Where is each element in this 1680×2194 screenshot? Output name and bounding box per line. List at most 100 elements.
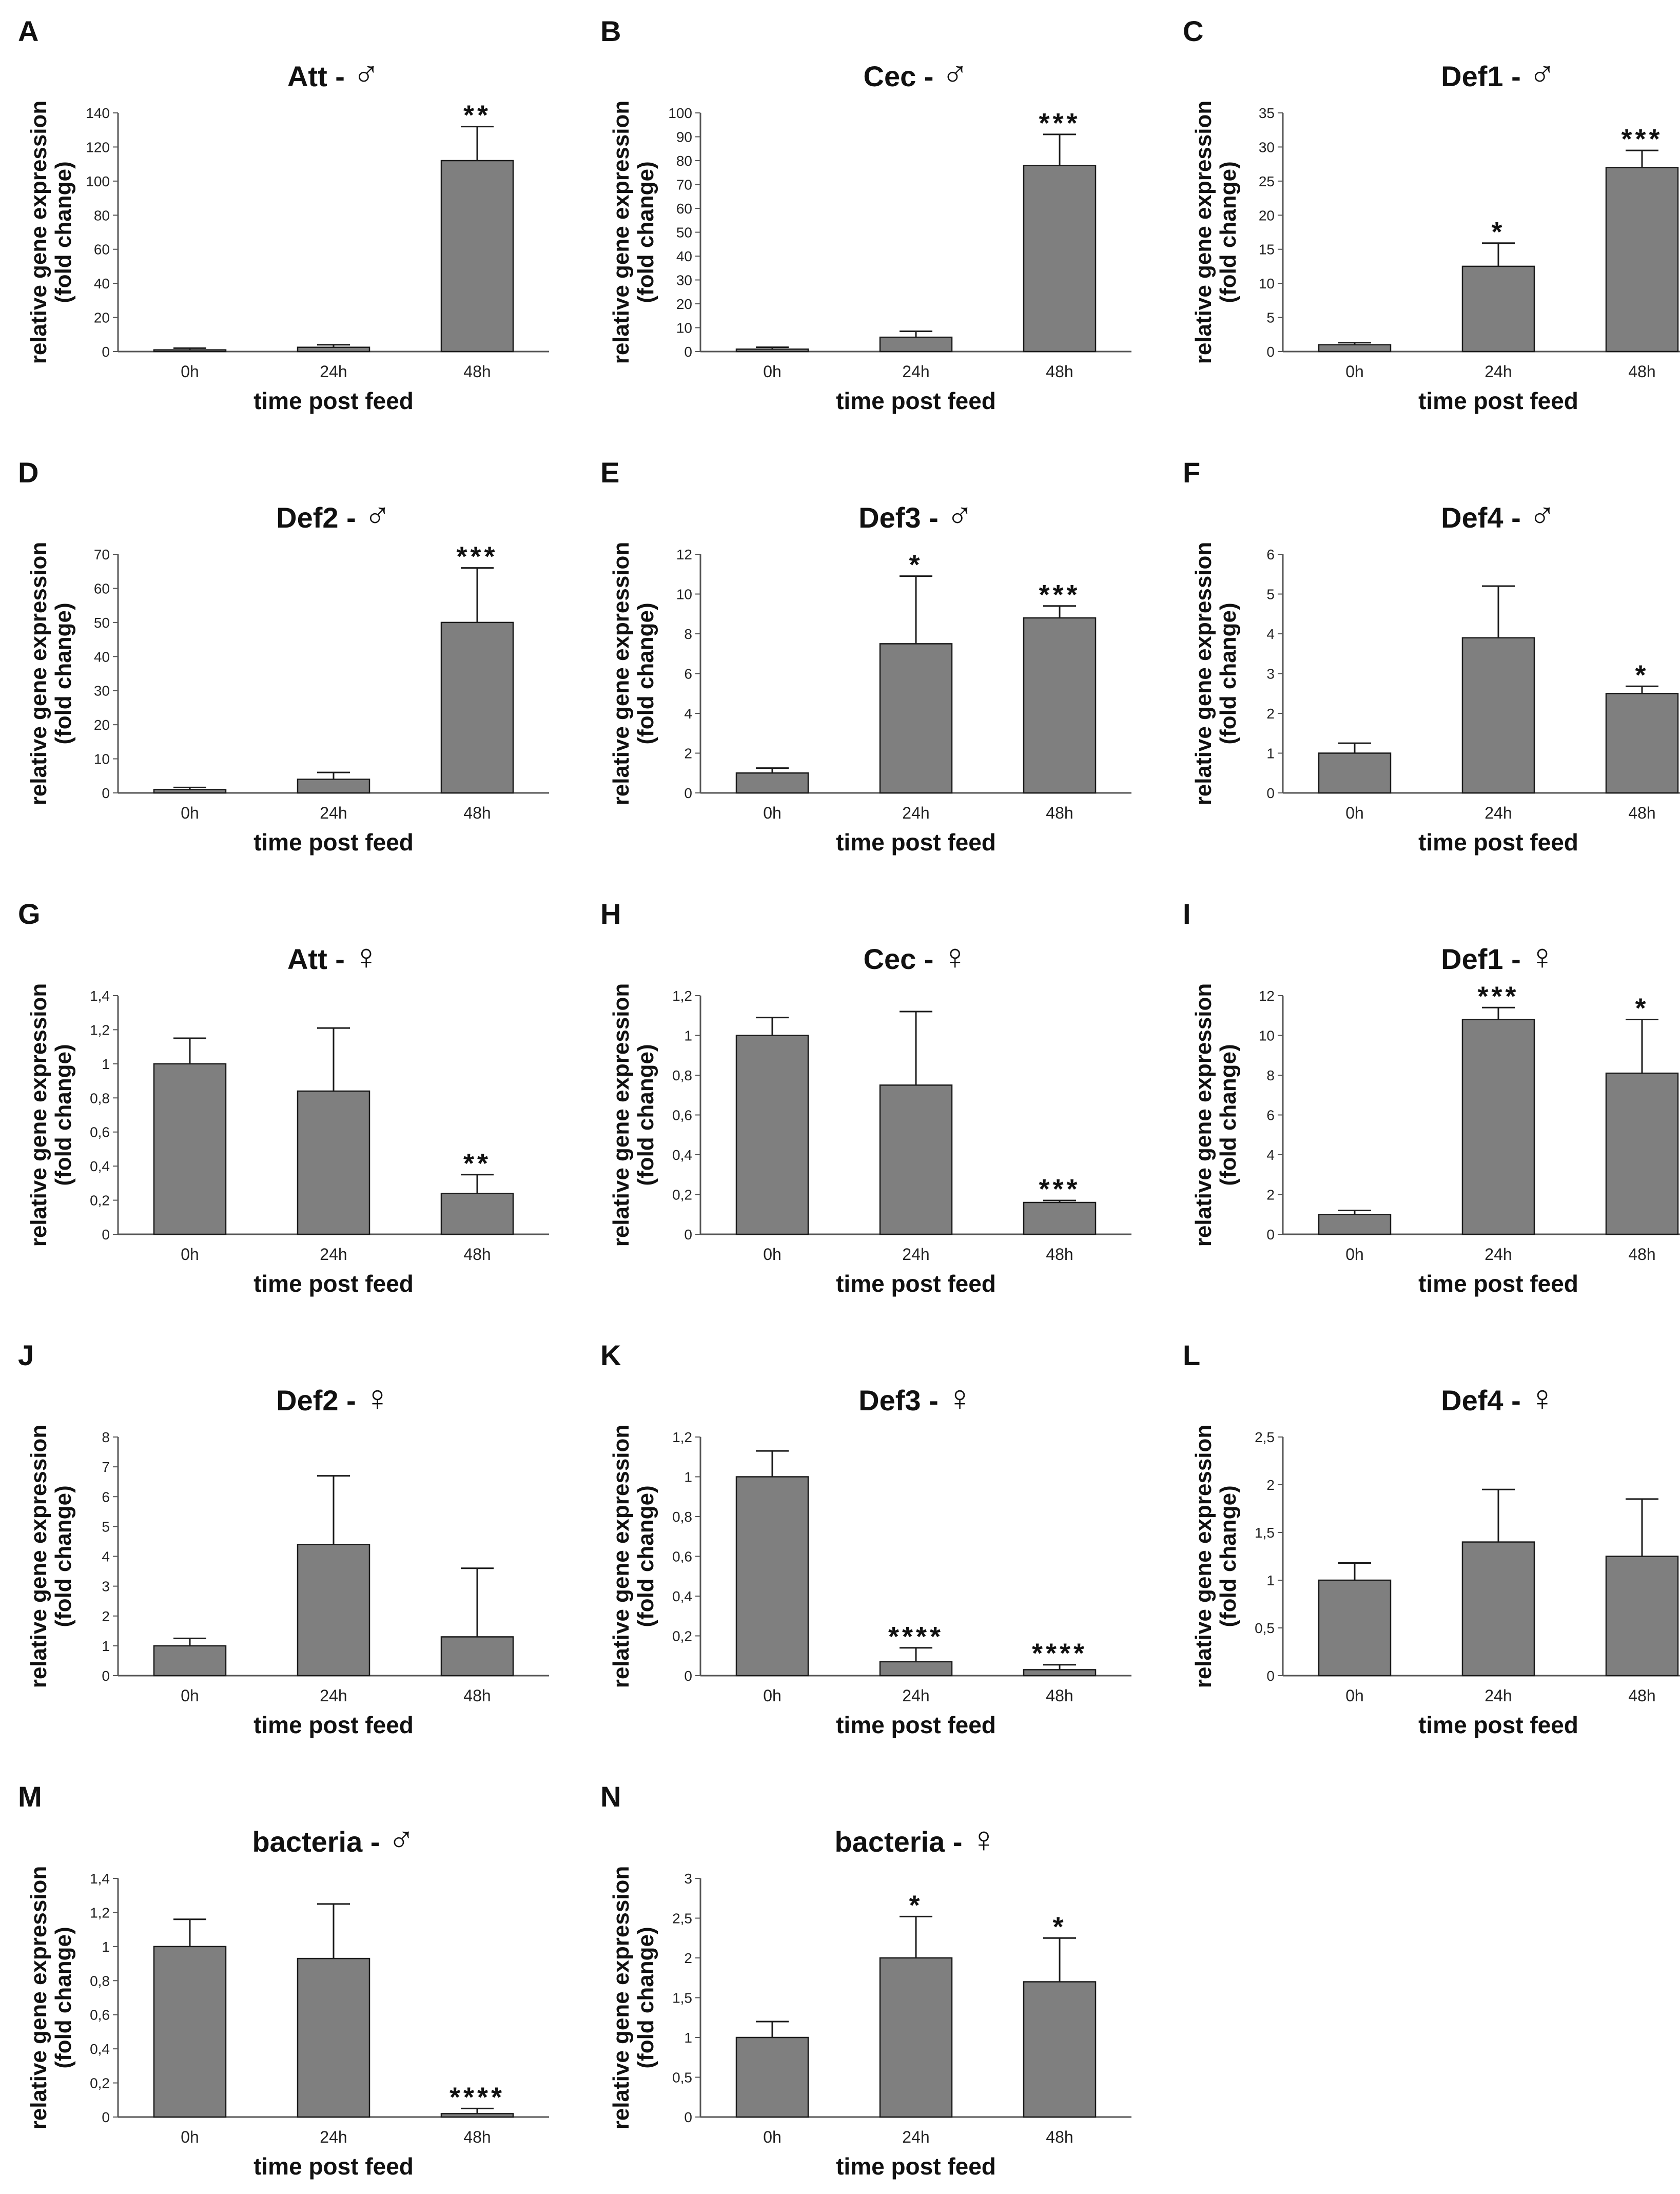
- y-tick-label: 100: [86, 173, 110, 189]
- y-axis-label-line1: relative gene expression: [1191, 542, 1216, 806]
- bar-0h: [1318, 344, 1392, 353]
- bar-48h: [440, 160, 514, 353]
- bar-24h: [297, 346, 370, 353]
- y-tick-label: 10: [94, 751, 110, 767]
- chart-title: Att - ♀: [287, 937, 380, 977]
- chart-title-separator: -: [339, 1384, 364, 1416]
- x-tick-label: 0h: [181, 1686, 199, 1705]
- bar-0h: [735, 772, 809, 794]
- y-tick-label: 0,5: [1255, 1620, 1275, 1636]
- bar-24h: [297, 1544, 370, 1677]
- chart-title: Def1 - ♂: [1441, 54, 1556, 94]
- y-tick-label: 60: [94, 242, 110, 258]
- y-axis-label: relative gene expression (fold change): [26, 983, 76, 1247]
- x-tick-label: 48h: [1046, 1686, 1073, 1705]
- x-tick-label: 48h: [1046, 2128, 1073, 2146]
- panel-letter: G: [18, 898, 41, 930]
- x-axis-label: time post feed: [253, 1270, 414, 1297]
- bar-48h: [1605, 167, 1679, 353]
- y-tick-label: 0,8: [90, 1090, 110, 1106]
- significance-stars: ***: [1621, 124, 1663, 154]
- y-axis-label: relative gene expression (fold change): [26, 101, 76, 364]
- chart-title: Def4 - ♂: [1441, 495, 1556, 535]
- bar-0h: [1318, 1214, 1392, 1235]
- y-tick-label: 5: [1266, 587, 1275, 603]
- y-tick-label: 2: [102, 1608, 110, 1624]
- y-axis-label: relative gene expression (fold change): [1191, 101, 1241, 364]
- y-tick-label: 0: [684, 344, 692, 360]
- significance-stars: *: [1491, 217, 1505, 247]
- y-tick-label: 70: [94, 547, 110, 562]
- panel-letter: J: [18, 1339, 34, 1371]
- y-tick-label: 1,2: [90, 1022, 110, 1038]
- y-tick-label: 10: [1259, 1028, 1275, 1044]
- panel-c: C Def1 - ♂ relative gene expression (fold c…: [1183, 15, 1680, 414]
- panel-a: A Att - ♂ relative gene expression (fold ch…: [18, 15, 549, 414]
- chart-title: Cec - ♂: [864, 54, 969, 94]
- y-axis-label-line2: (fold change): [51, 1485, 76, 1627]
- y-tick-label: 0: [102, 1668, 110, 1684]
- x-tick-label: 24h: [902, 1245, 929, 1264]
- y-axis-label: relative gene expression (fold change): [1191, 542, 1241, 806]
- y-tick-label: 1,5: [672, 1990, 692, 2006]
- y-tick-label: 0: [1266, 1227, 1275, 1242]
- x-axis-label: time post feed: [1418, 1270, 1578, 1297]
- bar-48h: [440, 622, 514, 794]
- y-tick-label: 50: [94, 615, 110, 631]
- significance-stars: ****: [450, 2082, 505, 2112]
- significance-stars: ****: [888, 1621, 944, 1652]
- female-symbol-icon: ♀: [946, 1378, 973, 1418]
- significance-stars: ****: [1032, 1638, 1087, 1669]
- panel-letter: K: [600, 1339, 621, 1371]
- y-tick-label: 0,4: [672, 1588, 692, 1604]
- male-symbol-icon: ♂: [1529, 495, 1556, 535]
- chart-title-gene: Att: [287, 943, 327, 975]
- y-tick-label: 2,5: [672, 1911, 692, 1927]
- y-axis-label: relative gene expression (fold change): [609, 542, 658, 806]
- y-tick-label: 70: [676, 177, 692, 193]
- y-tick-label: 120: [86, 139, 110, 155]
- x-tick-label: 48h: [1628, 1245, 1655, 1264]
- x-axis-label: time post feed: [836, 1270, 996, 1297]
- y-tick-label: 0,8: [90, 1973, 110, 1989]
- bar-48h: [440, 1636, 514, 1677]
- x-tick-label: 0h: [763, 1245, 782, 1264]
- chart-title-separator: -: [339, 501, 364, 534]
- y-tick-label: 1,4: [90, 1871, 110, 1887]
- y-tick-label: 80: [676, 153, 692, 169]
- bar-0h: [153, 789, 227, 794]
- panel-g: G Att - ♀ relative gene expression (fold ch…: [18, 898, 549, 1297]
- y-tick-label: 0,6: [90, 2007, 110, 2023]
- y-tick-label: 1,2: [672, 1429, 692, 1445]
- bar-24h: [297, 1957, 370, 2118]
- y-tick-label: 4: [102, 1549, 110, 1565]
- male-symbol-icon: ♂: [942, 54, 969, 94]
- x-tick-label: 0h: [1345, 362, 1364, 381]
- x-axis-label: time post feed: [836, 829, 996, 856]
- male-symbol-icon: ♂: [388, 1819, 415, 1859]
- chart-title-separator: -: [916, 60, 942, 92]
- y-tick-label: 1: [1266, 1572, 1275, 1588]
- male-symbol-icon: ♂: [353, 54, 380, 94]
- chart-title: Def2 - ♀: [276, 1378, 391, 1418]
- bar-0h: [735, 2036, 809, 2118]
- y-tick-label: 8: [684, 626, 692, 642]
- y-axis-label-line2: (fold change): [1216, 1485, 1241, 1627]
- y-tick-label: 1,5: [1255, 1525, 1275, 1541]
- bar-48h: [440, 1193, 514, 1235]
- bar-24h: [1461, 1019, 1535, 1235]
- y-tick-label: 60: [676, 201, 692, 217]
- y-tick-label: 60: [94, 580, 110, 596]
- y-tick-label: 12: [676, 547, 692, 562]
- y-tick-label: 80: [94, 207, 110, 223]
- bar-0h: [735, 348, 809, 353]
- x-tick-label: 0h: [1345, 1245, 1364, 1264]
- y-tick-label: 0,2: [672, 1187, 692, 1203]
- bar-48h: [1605, 1556, 1679, 1677]
- y-tick-label: 20: [94, 310, 110, 326]
- y-tick-label: 30: [94, 683, 110, 699]
- y-tick-label: 1: [684, 1028, 692, 1044]
- y-tick-label: 40: [676, 248, 692, 264]
- female-symbol-icon: ♀: [353, 937, 380, 977]
- y-axis-label-line1: relative gene expression: [26, 101, 51, 364]
